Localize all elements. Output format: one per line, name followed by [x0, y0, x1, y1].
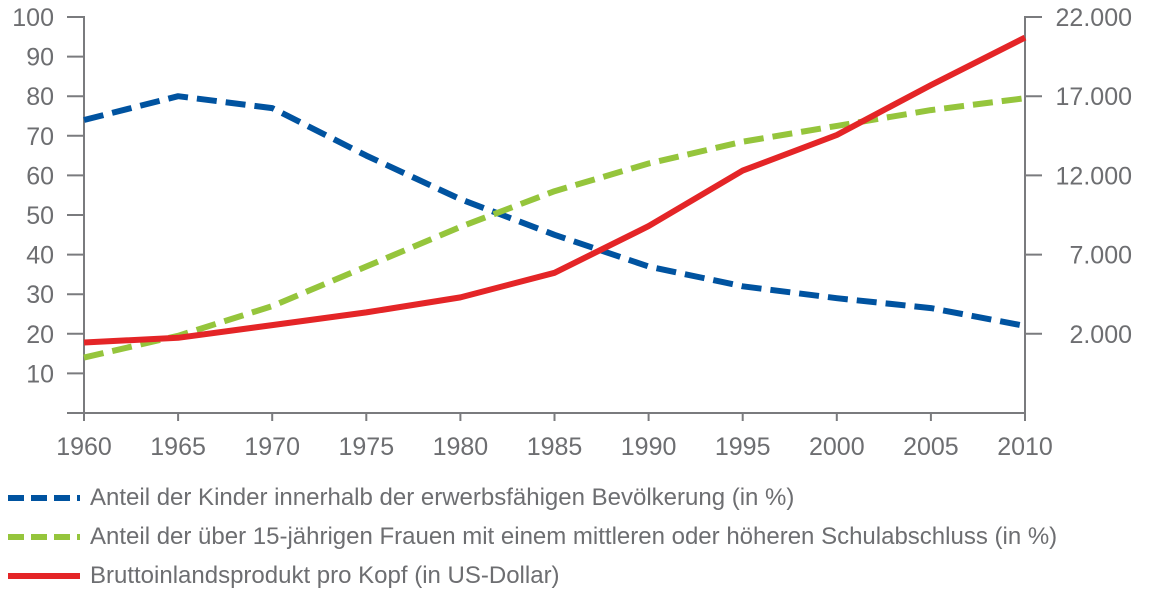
x-axis-tick-label: 1990: [621, 433, 677, 461]
tick-labels: 10 20 30 40 50 60 70 80 90 100 2.000 7.000 12.000 17.…: [12, 4, 1132, 461]
x-axis-tick-label: 1980: [433, 433, 489, 461]
x-axis-tick-label: 2000: [809, 433, 865, 461]
x-axis-tick-label: 1985: [527, 433, 583, 461]
right-axis-tick-label: 17.000: [1056, 83, 1132, 111]
left-axis-tick-label: 80: [26, 83, 54, 111]
legend-item-children: Anteil der Kinder innerhalb der erwerbsf…: [8, 478, 1057, 517]
legend-item-gdp: Bruttoinlandsprodukt pro Kopf (in US-Dol…: [8, 556, 1057, 595]
series-lines: [84, 37, 1025, 357]
series-line-1: [84, 98, 1025, 357]
legend-item-women-education: Anteil der über 15-jährigen Frauen mit e…: [8, 517, 1057, 556]
x-axis-tick-label: 1965: [150, 433, 206, 461]
x-axis-tick-label: 1970: [244, 433, 300, 461]
legend-label-gdp: Bruttoinlandsprodukt pro Kopf (in US-Dol…: [90, 562, 560, 590]
x-axis-tick-label: 1960: [56, 433, 112, 461]
legend-swatch-red-solid: [8, 558, 80, 594]
right-axis-tick-label: 2.000: [1069, 321, 1132, 349]
right-axis-tick-label: 22.000: [1056, 4, 1132, 32]
left-axis-tick-label: 90: [26, 44, 54, 72]
x-axis-tick-label: 2010: [997, 433, 1053, 461]
x-axis-tick-label: 1995: [715, 433, 771, 461]
axes: [67, 16, 1042, 421]
left-axis-tick-label: 20: [26, 321, 54, 349]
left-axis-tick-label: 100: [12, 4, 54, 32]
left-axis-tick-label: 10: [26, 360, 54, 388]
left-axis-tick-label: 40: [26, 242, 54, 270]
legend: Anteil der Kinder innerhalb der erwerbsf…: [8, 478, 1057, 595]
x-axis-tick-label: 2005: [903, 433, 959, 461]
x-axis-tick-label: 1975: [338, 433, 394, 461]
left-axis-tick-label: 30: [26, 281, 54, 309]
right-axis-tick-label: 12.000: [1056, 162, 1132, 190]
line-chart: 10 20 30 40 50 60 70 80 90 100 2.000 7.000 12.000 17.…: [0, 0, 1150, 475]
legend-swatch-blue-dashed: [8, 480, 80, 516]
left-axis-tick-label: 60: [26, 162, 54, 190]
left-axis-tick-label: 50: [26, 202, 54, 230]
series-line-0: [84, 96, 1025, 326]
right-axis-tick-label: 7.000: [1069, 242, 1132, 270]
legend-swatch-green-dashed: [8, 519, 80, 555]
left-axis-tick-label: 70: [26, 123, 54, 151]
legend-label-women-education: Anteil der über 15-jährigen Frauen mit e…: [90, 523, 1057, 551]
legend-label-children: Anteil der Kinder innerhalb der erwerbsf…: [90, 484, 794, 512]
